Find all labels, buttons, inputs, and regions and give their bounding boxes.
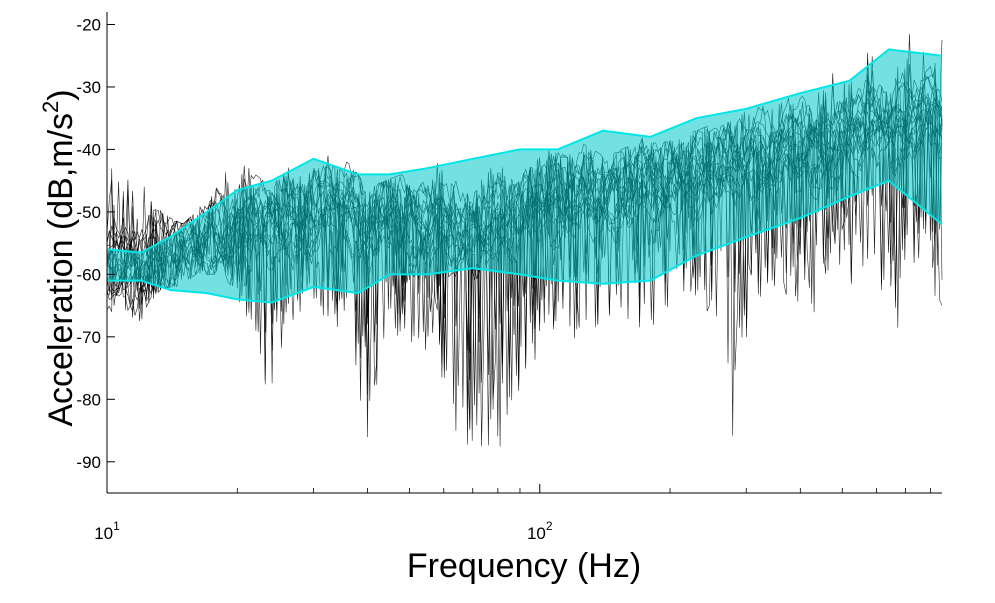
y-tick-label: -50 xyxy=(76,203,101,222)
y-axis-label-main: Acceleration (dB,m/s xyxy=(42,113,80,427)
y-tick-label: -20 xyxy=(76,15,101,34)
band-area xyxy=(107,49,942,303)
axes xyxy=(106,12,942,494)
x-tick-label-exponent: 2 xyxy=(546,519,553,533)
x-tick-label-base: 10 xyxy=(94,524,113,543)
x-tick-label-exponent: 1 xyxy=(113,519,120,533)
x-tick-label: 102 xyxy=(527,519,553,543)
y-axis-label-superscript: 2 xyxy=(38,101,63,113)
y-tick-label: -40 xyxy=(76,140,101,159)
y-tick-label: -80 xyxy=(76,390,101,409)
x-tick-label: 101 xyxy=(94,519,120,543)
tolerance-band xyxy=(106,48,943,304)
band-upper-edge xyxy=(106,48,943,254)
svg-text:Acceleration (dB,m/s2): Acceleration (dB,m/s2) xyxy=(38,89,80,426)
x-axis-label: Frequency (Hz) xyxy=(407,547,641,585)
band-lower-edge xyxy=(107,179,943,304)
y-axis-label: Acceleration (dB,m/s2) xyxy=(38,89,80,426)
x-tick-label-base: 10 xyxy=(527,524,546,543)
y-axis-label-end: ) xyxy=(42,89,80,100)
y-tick-label: -30 xyxy=(76,78,101,97)
y-tick-label: -90 xyxy=(76,453,101,472)
y-tick-label: -70 xyxy=(76,328,101,347)
y-tick-label: -60 xyxy=(76,265,101,284)
